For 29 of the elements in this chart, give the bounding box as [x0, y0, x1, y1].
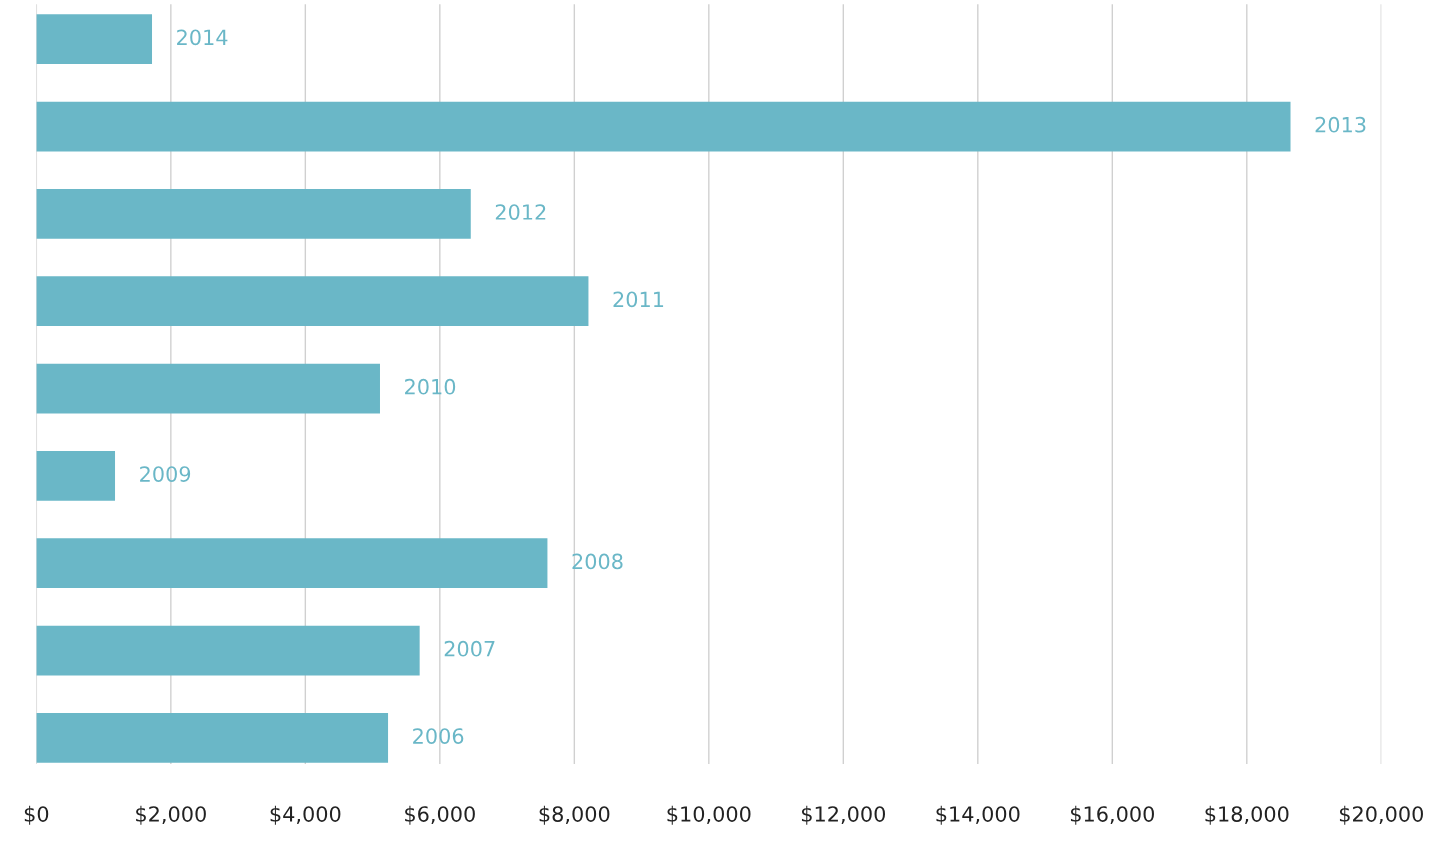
y-tick-label: 2014 [177, 29, 228, 46]
bar [36, 625, 420, 676]
x-tick-label: $16,000 [1070, 805, 1154, 825]
y-tick-label: 2013 [1315, 116, 1366, 133]
bar [36, 188, 471, 239]
bar [36, 14, 153, 65]
bar [36, 450, 116, 501]
x-tick-label: $14,000 [936, 805, 1020, 825]
bar [36, 713, 389, 763]
x-tick-label: $18,000 [1205, 805, 1289, 825]
y-tick-label: 2012 [495, 204, 546, 220]
y-tick-label: 2009 [140, 466, 191, 482]
y-tick-label: 2010 [405, 378, 456, 395]
x-tick-label: $2,000 [136, 805, 206, 825]
y-tick-label: 2008 [572, 553, 623, 570]
x-tick-label: $12,000 [801, 805, 886, 825]
x-tick-label: $6,000 [405, 805, 475, 825]
y-tick-label: 2011 [613, 291, 664, 308]
x-tick-label: $10,000 [667, 805, 751, 825]
x-tick-label: $8,000 [539, 805, 610, 825]
y-tick-label: 2006 [413, 728, 464, 744]
bar [36, 538, 548, 589]
bar [36, 363, 380, 414]
x-tick-label: $0 [24, 805, 49, 825]
x-tick-label: $4,000 [270, 805, 341, 825]
y-tick-label: 2007 [444, 640, 495, 657]
bar [36, 101, 1291, 152]
x-tick-label: $20,000 [1339, 805, 1423, 825]
bar [36, 276, 589, 327]
